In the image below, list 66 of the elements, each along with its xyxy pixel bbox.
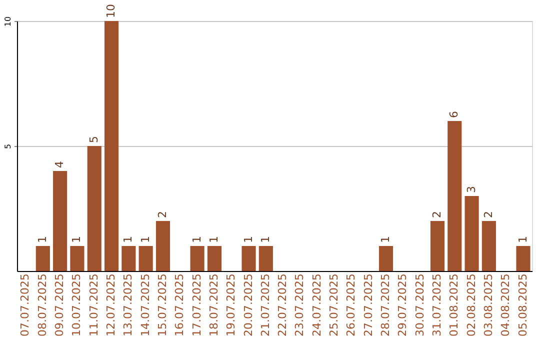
bar [156, 221, 170, 271]
bar [464, 196, 479, 271]
data-label: 1 [36, 236, 49, 243]
data-label: 2 [430, 211, 444, 218]
x-tick-label: 23.07.2025 [293, 274, 306, 336]
x-tick-label: 07.07.2025 [18, 274, 32, 336]
bar [378, 246, 394, 271]
x-tick-label: 16.07.2025 [173, 274, 186, 336]
x-tick-label: 31.07.2025 [430, 274, 444, 336]
data-label: 1 [207, 236, 220, 243]
data-label: 1 [190, 236, 204, 243]
bar [430, 221, 445, 271]
data-label: 10 [104, 4, 118, 18]
bar [104, 21, 119, 271]
x-tick-label: 11.07.2025 [87, 274, 100, 336]
data-label: 1 [516, 236, 530, 243]
x-tick-label: 10.07.2025 [70, 274, 84, 336]
x-tick-label: 03.08.2025 [482, 274, 495, 336]
data-label: 1 [70, 236, 84, 243]
x-tick-label: 05.08.2025 [516, 274, 530, 336]
x-tick-label: 01.08.2025 [448, 274, 461, 336]
x-tick-label: 14.07.2025 [138, 274, 152, 336]
data-label: 5 [87, 136, 100, 143]
x-tick-label: 12.07.2025 [104, 274, 118, 336]
bar [207, 246, 222, 271]
bar [53, 171, 68, 271]
x-tick-label: 27.07.2025 [362, 274, 375, 336]
x-tick-label: 21.07.2025 [258, 274, 272, 336]
data-label: 6 [448, 111, 461, 118]
data-label: 1 [379, 236, 392, 243]
x-tick-label: 02.08.2025 [464, 274, 478, 336]
data-label: 1 [138, 236, 152, 243]
x-tick-label: 18.07.2025 [207, 274, 220, 336]
data-label: 1 [258, 236, 272, 243]
x-tick-label: 13.07.2025 [122, 274, 135, 336]
x-tick-label: 08.07.2025 [36, 274, 49, 336]
x-tick-label: 09.07.2025 [53, 274, 66, 336]
bar [138, 246, 153, 271]
data-label: 4 [53, 161, 66, 168]
x-tick-label: 26.07.2025 [344, 274, 358, 336]
x-tick-label: 17.07.2025 [190, 274, 204, 336]
data-label: 1 [122, 236, 135, 243]
bar [122, 246, 136, 271]
x-tick-label: 20.07.2025 [242, 274, 255, 336]
bar [482, 221, 496, 271]
bar [70, 246, 84, 271]
data-label: 3 [464, 186, 478, 193]
bar [258, 246, 273, 271]
x-tick-label: 29.07.2025 [396, 274, 410, 336]
bar [87, 146, 102, 271]
bar [190, 246, 204, 271]
data-label: 1 [242, 236, 255, 243]
x-tick-label: 28.07.2025 [379, 274, 392, 336]
bar [36, 246, 50, 271]
x-tick-label: 24.07.2025 [310, 274, 324, 336]
bar [448, 121, 462, 271]
x-tick-label: 30.07.2025 [413, 274, 426, 336]
bar [242, 246, 256, 271]
data-label: 2 [482, 211, 495, 218]
x-tick-label: 15.07.2025 [156, 274, 169, 336]
x-tick-label: 25.07.2025 [328, 274, 341, 336]
bar [516, 246, 530, 271]
x-tick-label: 19.07.2025 [224, 274, 238, 336]
data-label: 2 [156, 211, 169, 218]
x-tick-label: 04.08.2025 [499, 274, 512, 336]
x-tick-label: 22.07.2025 [276, 274, 290, 336]
